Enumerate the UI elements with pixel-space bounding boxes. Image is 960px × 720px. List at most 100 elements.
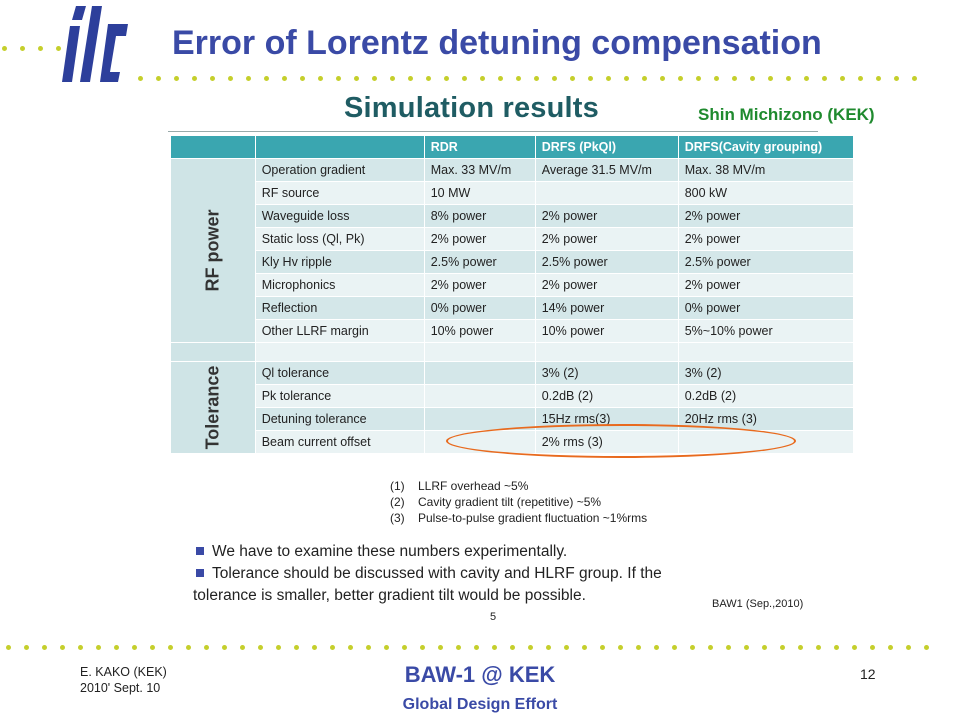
table-row: Pk tolerance 0.2dB (2) 0.2dB (2) [171, 384, 854, 408]
decorative-dot [492, 645, 497, 650]
decorative-dot [426, 76, 431, 81]
table-row: RF power Operation gradient Max. 33 MV/m… [170, 158, 854, 343]
decorative-dot [678, 76, 683, 81]
slide-page-number: 12 [860, 666, 876, 682]
decorative-dot [240, 645, 245, 650]
decorative-dot [276, 645, 281, 650]
cell-drfs-grouping: 2.5% power [677, 250, 854, 274]
decorative-dot [798, 645, 803, 650]
cell-drfs-pkql [534, 181, 679, 205]
decorative-dot [192, 76, 197, 81]
decorative-dot [642, 76, 647, 81]
table-row: Tolerance Ql tolerance 3% (2) 3% (2) [170, 361, 854, 454]
cell-drfs-grouping: 800 kW [677, 181, 854, 205]
table-header-rdr: RDR [423, 135, 536, 159]
ilc-logo [62, 2, 130, 86]
decorative-dot [786, 76, 791, 81]
decorative-dot [132, 645, 137, 650]
cell-drfs-pkql: 3% (2) [534, 361, 679, 385]
decorative-dot [282, 76, 287, 81]
decorative-dot [912, 76, 917, 81]
decorative-dot [714, 76, 719, 81]
cell-rdr: 10 MW [423, 181, 536, 205]
decorative-dot [354, 76, 359, 81]
decorative-dot [606, 76, 611, 81]
table-row: Waveguide loss 8% power 2% power 2% powe… [171, 204, 854, 228]
row-label: Beam current offset [254, 430, 425, 454]
spacer-cell [170, 342, 256, 362]
table-header-row: RDR DRFS (PkQl) DRFS(Cavity grouping) [170, 135, 854, 159]
row-label: Microphonics [254, 273, 425, 297]
decorative-dot [174, 76, 179, 81]
decorative-dot [210, 76, 215, 81]
decorative-dot [906, 645, 911, 650]
table-row: Other LLRF margin 10% power 10% power 5%… [171, 319, 854, 343]
slide-title: Error of Lorentz detuning compensation [172, 24, 822, 62]
decorative-dot [552, 76, 557, 81]
decorative-dot [204, 645, 209, 650]
decorative-dot [348, 645, 353, 650]
decorative-dot [816, 645, 821, 650]
decorative-dot [138, 76, 143, 81]
cell-drfs-grouping: 0.2dB (2) [677, 384, 854, 408]
decorative-dot [78, 645, 83, 650]
cell-rdr: 2% power [423, 227, 536, 251]
decorative-dot [156, 76, 161, 81]
row-label: Reflection [254, 296, 425, 320]
decorative-dot [498, 76, 503, 81]
table-header-cell [254, 135, 425, 159]
decorative-dot [462, 76, 467, 81]
decorative-dot [858, 76, 863, 81]
decorative-dot [444, 76, 449, 81]
spacer-cell [534, 342, 679, 362]
footer-organization: Global Design Effort [402, 696, 558, 713]
bullet-item: Tolerance should be discussed with cavit… [196, 563, 662, 585]
decorative-dot [672, 645, 677, 650]
decorative-dot [258, 645, 263, 650]
cell-rdr: 2.5% power [423, 250, 536, 274]
decorative-dot [318, 76, 323, 81]
decorative-dot [456, 645, 461, 650]
decorative-dot [384, 645, 389, 650]
cell-rdr: Max. 33 MV/m [423, 158, 536, 182]
table-footnotes: (1) LLRF overhead ~5% (2) Cavity gradient … [390, 478, 647, 526]
decorative-dot [420, 645, 425, 650]
decorative-dot [408, 76, 413, 81]
decorative-dot [570, 76, 575, 81]
decorative-dot [660, 76, 665, 81]
source-reference: BAW1 (Sep.,2010) [712, 598, 804, 610]
footnote: (1) LLRF overhead ~5% [390, 479, 529, 493]
table-row: RF source 10 MW 800 kW [171, 181, 854, 205]
row-label: Operation gradient [254, 158, 425, 182]
spacer-cell [254, 342, 425, 362]
decorative-dot [876, 76, 881, 81]
decorative-dot [186, 645, 191, 650]
table-row: Microphonics 2% power 2% power 2% power [171, 273, 854, 297]
cell-drfs-grouping: Max. 38 MV/m [677, 158, 854, 182]
cell-drfs-pkql: 2.5% power [534, 250, 679, 274]
inner-page-number: 5 [490, 611, 497, 623]
decorative-dot [534, 76, 539, 81]
cell-drfs-grouping: 2% power [677, 204, 854, 228]
table-row: Static loss (Ql, Pk) 2% power 2% power 2… [171, 227, 854, 251]
cell-rdr: 10% power [423, 319, 536, 343]
cell-drfs-grouping: 0% power [677, 296, 854, 320]
decorative-dot [636, 645, 641, 650]
decorative-dot [372, 76, 377, 81]
decorative-dot [732, 76, 737, 81]
decorative-dot [708, 645, 713, 650]
group-label-rf-power: RF power [170, 158, 256, 343]
decorative-dot [38, 46, 43, 51]
decorative-dot [762, 645, 767, 650]
decorative-dot [246, 76, 251, 81]
cell-rdr: 8% power [423, 204, 536, 228]
cell-drfs-pkql: 2% power [534, 204, 679, 228]
bullet-item: We have to examine these numbers experim… [196, 541, 662, 563]
row-label: Static loss (Ql, Pk) [254, 227, 425, 251]
decorative-dot [294, 645, 299, 650]
cell-drfs-pkql: 14% power [534, 296, 679, 320]
heading-divider [168, 131, 818, 132]
decorative-dot [96, 645, 101, 650]
simulation-results-table: RDR DRFS (PkQl) DRFS(Cavity grouping) RF… [170, 135, 854, 454]
decorative-dot [228, 76, 233, 81]
